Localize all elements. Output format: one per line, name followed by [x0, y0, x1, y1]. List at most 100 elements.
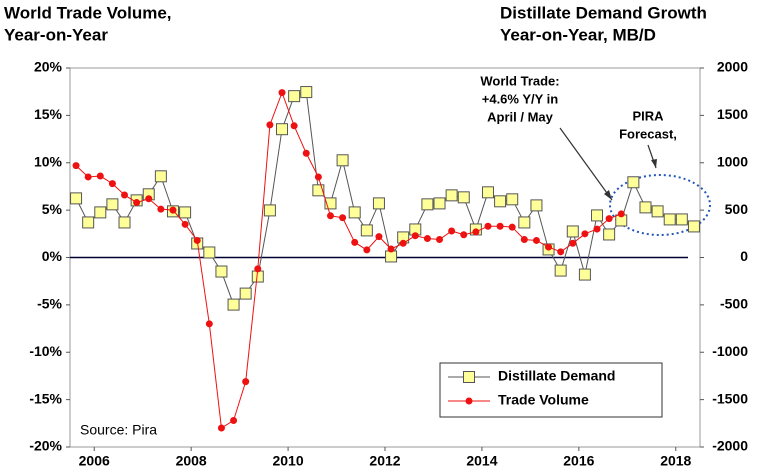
marker: [193, 236, 201, 244]
marker: [436, 235, 444, 243]
y-tick-label: 5%: [42, 201, 63, 217]
marker: [300, 86, 313, 99]
marker: [205, 320, 213, 328]
marker: [421, 198, 434, 211]
right-title-2: Year-on-Year, MB/D: [500, 25, 656, 44]
annotation: +4.6% Y/Y in: [482, 91, 559, 106]
marker: [324, 197, 337, 210]
x-tick-label: 2006: [79, 453, 110, 469]
marker: [239, 287, 252, 300]
marker: [603, 228, 616, 241]
legend-marker: [463, 371, 475, 383]
marker: [278, 89, 286, 97]
y2-tick-label: -500: [720, 296, 748, 312]
marker: [494, 195, 507, 208]
legend-box: [439, 362, 663, 418]
annotation: World Trade:: [480, 73, 559, 88]
marker: [423, 235, 431, 243]
marker: [372, 197, 385, 210]
marker: [675, 213, 688, 226]
marker: [351, 238, 359, 246]
y-tick-label: -5%: [37, 296, 62, 312]
marker: [617, 210, 625, 218]
marker: [508, 223, 516, 231]
marker: [663, 213, 676, 226]
marker: [557, 248, 565, 256]
y-tick-label: 10%: [34, 153, 63, 169]
x-tick-label: 2014: [466, 453, 497, 469]
marker: [566, 225, 579, 238]
marker: [457, 191, 470, 204]
y-tick-label: 20%: [34, 59, 63, 75]
marker: [72, 162, 80, 170]
y2-tick-label: -2000: [712, 438, 748, 454]
marker: [254, 265, 262, 273]
marker: [545, 243, 553, 251]
marker: [496, 222, 504, 230]
series-line: [75, 91, 695, 306]
marker: [314, 173, 322, 181]
marker: [217, 424, 225, 432]
legend-marker: [465, 397, 473, 405]
marker: [82, 216, 95, 229]
y2-tick-label: 0: [740, 248, 748, 264]
arrow: [559, 127, 613, 201]
annotation: PIRA: [632, 108, 664, 123]
y2-tick-label: 1500: [717, 106, 748, 122]
marker: [203, 246, 216, 259]
marker: [387, 245, 395, 253]
marker: [215, 265, 228, 278]
marker: [375, 233, 383, 241]
marker: [145, 195, 153, 203]
marker: [312, 184, 325, 197]
marker: [481, 186, 494, 199]
marker: [106, 198, 119, 211]
marker: [411, 232, 419, 240]
y2-tick-label: -1000: [712, 343, 748, 359]
marker: [157, 205, 165, 213]
marker: [593, 225, 601, 233]
x-tick-label: 2018: [660, 453, 691, 469]
marker: [578, 268, 591, 281]
marker: [399, 239, 407, 247]
x-tick-label: 2010: [272, 453, 303, 469]
marker: [242, 378, 250, 386]
legend-label: Trade Volume: [498, 392, 589, 408]
marker: [263, 204, 276, 217]
y-tick-label: 0%: [42, 248, 63, 264]
marker: [433, 197, 446, 210]
y-tick-label: -20%: [29, 438, 62, 454]
source: Source: Pira: [80, 422, 157, 438]
x-tick-label: 2016: [563, 453, 594, 469]
arrow-head: [604, 190, 612, 200]
y2-tick-label: 2000: [717, 59, 748, 75]
marker: [169, 206, 177, 214]
y2-tick-label: 1000: [717, 153, 748, 169]
marker: [339, 214, 347, 222]
marker: [108, 180, 116, 188]
marker: [181, 220, 189, 228]
forecast-ellipse: [609, 174, 711, 236]
annotation: Forecast,: [619, 126, 677, 141]
marker: [530, 199, 543, 212]
marker: [518, 216, 531, 229]
left-title-1: World Trade Volume,: [4, 3, 172, 22]
marker: [639, 201, 652, 214]
marker: [348, 206, 361, 219]
marker: [591, 209, 604, 222]
right-title-1: Distillate Demand Growth: [500, 3, 707, 22]
legend-label: Distillate Demand: [498, 368, 615, 384]
marker: [363, 246, 371, 254]
marker: [445, 189, 458, 202]
marker: [448, 227, 456, 235]
marker: [506, 193, 519, 206]
marker: [651, 205, 664, 218]
marker: [336, 154, 349, 167]
marker: [84, 173, 92, 181]
marker: [94, 206, 107, 219]
marker: [554, 264, 567, 277]
marker: [266, 121, 274, 129]
marker: [520, 235, 528, 243]
marker: [687, 220, 700, 233]
